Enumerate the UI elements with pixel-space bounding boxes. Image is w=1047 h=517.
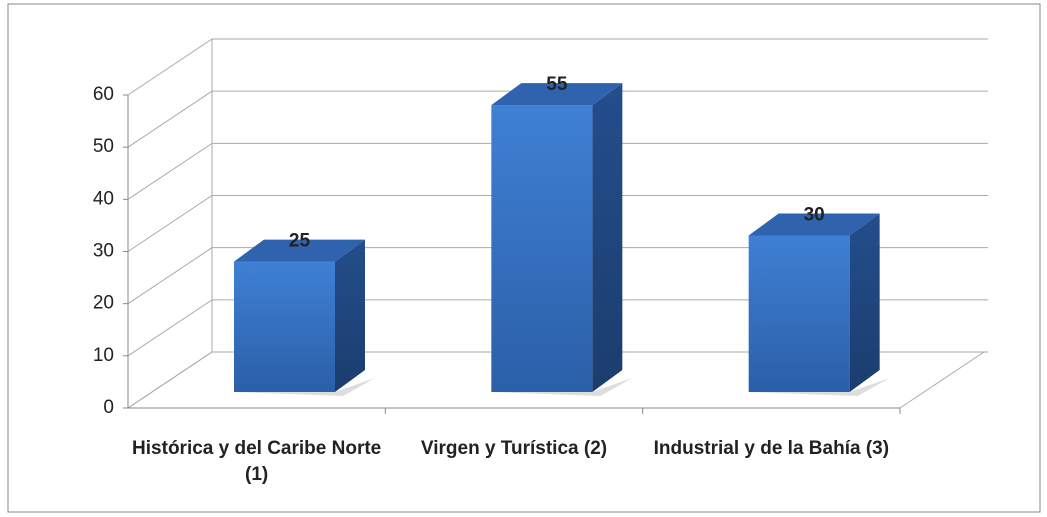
- value-label: 25: [289, 231, 311, 252]
- bar-side: [592, 83, 623, 392]
- grid-line: [127, 90, 988, 148]
- grid-line: [127, 38, 988, 96]
- y-tick-label: 0: [103, 397, 114, 418]
- frame: [7, 3, 1041, 513]
- grid-line: [127, 299, 988, 357]
- bar-shadow: [748, 378, 890, 396]
- bar-top: [748, 213, 880, 236]
- x-tick-label: Virgen y Turística (2): [420, 438, 608, 459]
- bar-side: [849, 213, 880, 392]
- y-tick-label: 30: [93, 241, 114, 262]
- floor-right-edge: [899, 351, 985, 409]
- bar: [234, 261, 335, 392]
- bar-top: [234, 239, 365, 262]
- grid-line: [127, 142, 988, 200]
- bar: [748, 235, 850, 392]
- bar: [491, 105, 593, 392]
- grid-line: [127, 195, 988, 252]
- bar-shadow: [491, 378, 633, 396]
- value-label: 55: [546, 74, 568, 95]
- x-tick-label: Histórica y del Caribe Norte (1): [132, 438, 382, 485]
- y-tick-label: 60: [93, 84, 114, 105]
- grid-line: [127, 247, 988, 305]
- y-tick-label: 50: [93, 136, 114, 157]
- y-tick-label: 10: [93, 345, 114, 366]
- bar-shadow: [234, 378, 375, 396]
- bar-top: [491, 83, 623, 106]
- bar-side: [335, 239, 365, 392]
- y-tick-label: 40: [93, 188, 114, 209]
- grid-line: [127, 351, 988, 409]
- x-tick-label: Industrial y de la Bahía (3): [653, 438, 890, 459]
- value-label: 30: [804, 205, 825, 226]
- y-tick-label: 20: [93, 293, 114, 314]
